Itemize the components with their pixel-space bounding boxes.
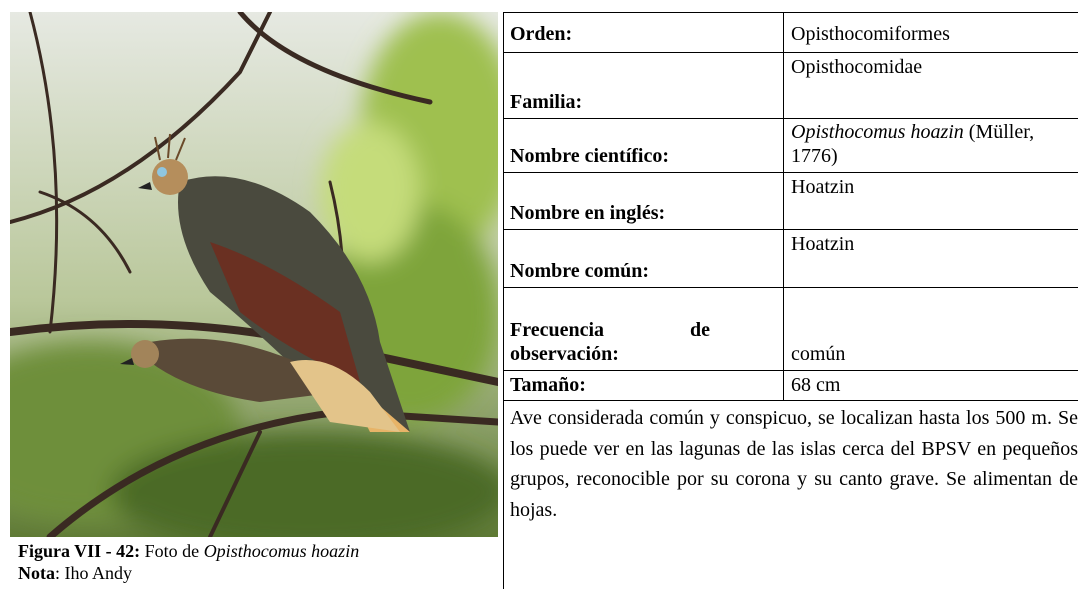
column-border xyxy=(503,12,504,589)
row-value: Opisthocomiformes xyxy=(791,23,950,45)
row-value: común xyxy=(791,343,846,365)
row-border xyxy=(503,287,1078,288)
row-value: Opisthocomidae xyxy=(791,56,923,78)
row-border xyxy=(503,229,1078,230)
column-border xyxy=(783,12,784,401)
row-value: Opisthocomus hoazin (Müller, 1776) xyxy=(784,119,1078,172)
author: (Müller, 1776) xyxy=(791,121,1035,167)
note-text: : Iho Andy xyxy=(55,563,133,583)
note-label: Nota xyxy=(18,563,55,583)
row-value: 68 cm xyxy=(791,374,841,396)
row-label: Tamaño: xyxy=(510,374,586,396)
row-label: Frecuencia de observación: xyxy=(503,288,783,370)
caption-species: Opisthocomus hoazin xyxy=(203,541,360,561)
row-label: Familia: xyxy=(510,91,583,113)
row-label: Nombre científico: xyxy=(510,145,670,167)
row-label: Orden: xyxy=(510,23,573,45)
row-border xyxy=(503,118,1078,119)
figure-caption: Figura VII - 42: Foto de Opisthocomus ho… xyxy=(18,540,359,584)
row-border xyxy=(503,370,1078,371)
label-text: Frecuencia de observación: xyxy=(510,319,710,365)
description: Ave considerada común y conspicuo, se lo… xyxy=(510,407,1078,521)
row-border xyxy=(503,400,1078,401)
row-label: Nombre común: xyxy=(510,260,650,282)
row-border xyxy=(503,12,1078,13)
caption-text: Foto de xyxy=(144,541,200,561)
row-border xyxy=(503,52,1078,53)
row-label: Nombre en inglés: xyxy=(510,202,666,224)
row-border xyxy=(503,172,1078,173)
row-value: Hoatzin xyxy=(791,176,855,198)
caption-label: Figura VII - 42: xyxy=(18,541,141,561)
row-value: Hoatzin xyxy=(791,233,855,255)
scientific-name: Opisthocomus hoazin xyxy=(791,121,964,143)
bird-photo xyxy=(10,12,498,537)
